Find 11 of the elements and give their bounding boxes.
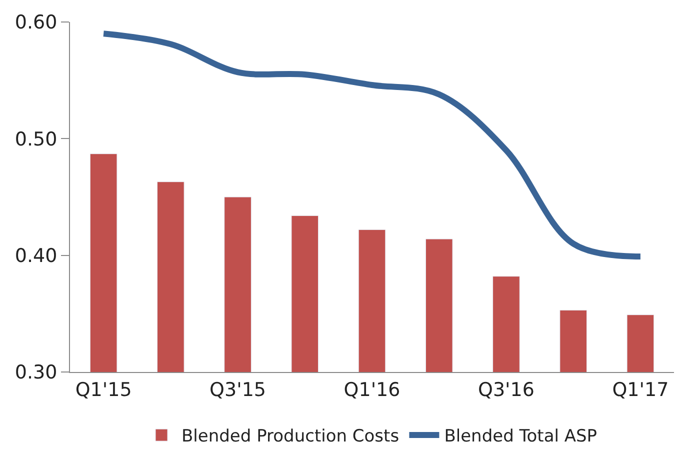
y-tick-label: 0.50	[14, 128, 58, 150]
x-tick-label: Q3'16	[478, 378, 534, 401]
legend-label: Blended Total ASP	[444, 426, 598, 447]
x-tick-label: Q1'17	[612, 378, 669, 401]
x-tick-label: Q3'15	[210, 378, 266, 401]
x-tick-label: Q1'15	[75, 378, 132, 401]
legend-label: Blended Production Costs	[182, 426, 400, 447]
y-tick-label: 0.30	[14, 362, 58, 384]
x-tick-label: Q1'16	[344, 378, 400, 401]
y-tick-label: 0.40	[14, 244, 58, 267]
y-tick-label: 0.60	[14, 12, 58, 34]
